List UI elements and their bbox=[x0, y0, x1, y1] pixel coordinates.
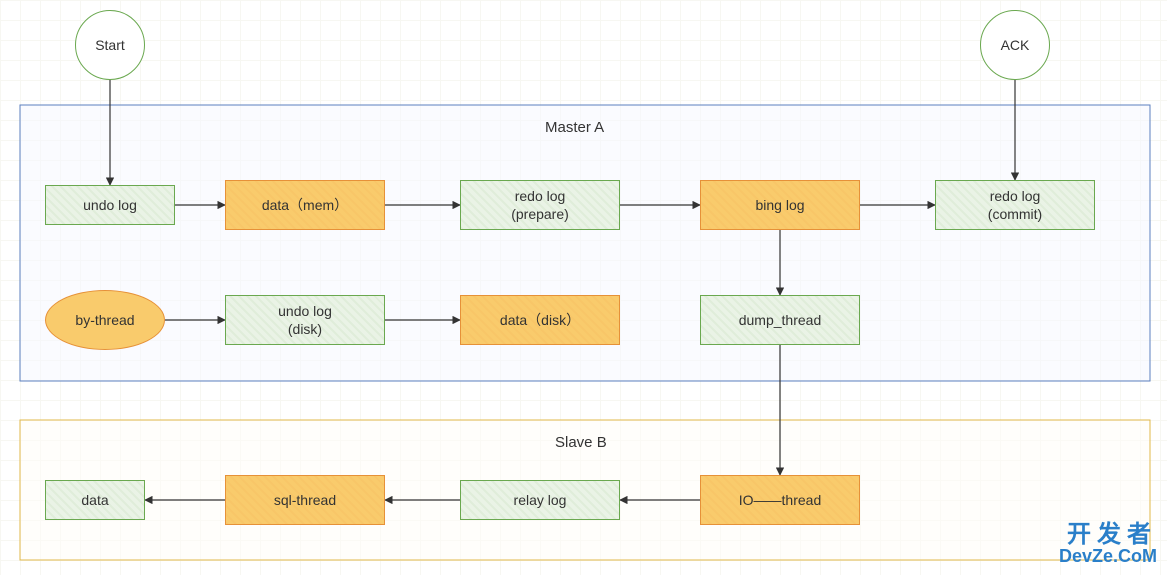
node-relay_log: relay log bbox=[460, 480, 620, 520]
node-io_thread: IO——thread bbox=[700, 475, 860, 525]
node-binlog: bing log bbox=[700, 180, 860, 230]
node-undo_log: undo log bbox=[45, 185, 175, 225]
node-redo_commit: redo log (commit) bbox=[935, 180, 1095, 230]
region-label-master: Master A bbox=[545, 119, 604, 136]
watermark-line2: DevZe.CoM bbox=[1059, 547, 1157, 565]
node-sql_thread: sql-thread bbox=[225, 475, 385, 525]
node-redo_prep: redo log (prepare) bbox=[460, 180, 620, 230]
watermark: 开发者 DevZe.CoM bbox=[1059, 523, 1157, 565]
node-start: Start bbox=[75, 10, 145, 80]
node-undo_disk: undo log (disk) bbox=[225, 295, 385, 345]
node-dump_thread: dump_thread bbox=[700, 295, 860, 345]
node-data_mem: data（mem） bbox=[225, 180, 385, 230]
watermark-line1: 开发者 bbox=[1059, 523, 1157, 547]
node-data_out: data bbox=[45, 480, 145, 520]
region-label-slave: Slave B bbox=[555, 434, 607, 451]
node-by_thread: by-thread bbox=[45, 290, 165, 350]
node-ack: ACK bbox=[980, 10, 1050, 80]
node-data_disk: data（disk） bbox=[460, 295, 620, 345]
